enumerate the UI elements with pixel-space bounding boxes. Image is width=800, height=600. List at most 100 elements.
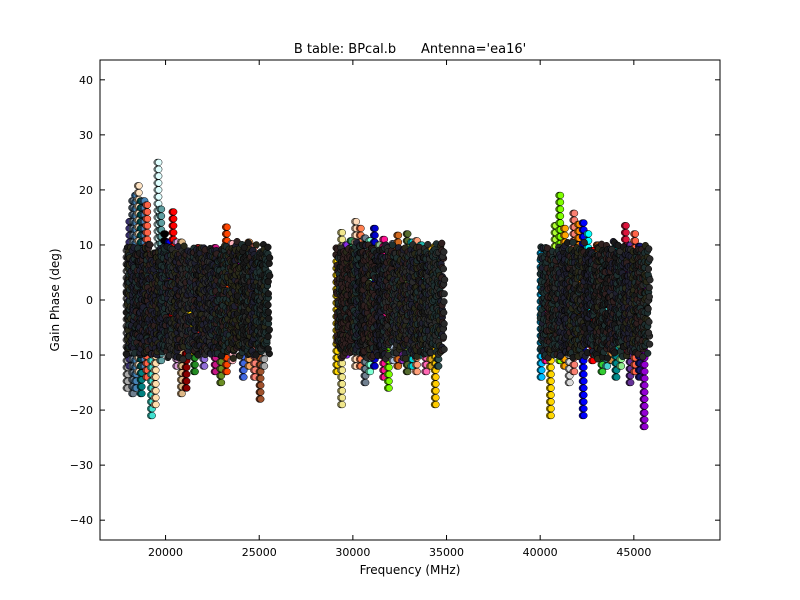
- data-point: [385, 384, 393, 392]
- data-point: [223, 223, 231, 231]
- data-point: [617, 362, 626, 370]
- data-point: [183, 377, 191, 385]
- data-point: [641, 395, 649, 403]
- data-point: [144, 201, 152, 209]
- data-point: [585, 230, 593, 238]
- data-point: [170, 222, 178, 230]
- data-point: [357, 224, 365, 232]
- data-point: [580, 370, 588, 378]
- data-point: [622, 222, 630, 230]
- data-point: [571, 209, 579, 217]
- data-point: [371, 362, 379, 370]
- data-point: [144, 229, 152, 237]
- data-point: [404, 230, 412, 238]
- data-point: [627, 379, 635, 387]
- data-point: [146, 241, 154, 249]
- data-point: [158, 205, 166, 213]
- data-point: [183, 384, 191, 392]
- data-point: [170, 208, 178, 216]
- data-point: [191, 361, 199, 369]
- data-point: [261, 355, 269, 363]
- data-point: [144, 215, 152, 223]
- data-point: [538, 366, 546, 374]
- data-point: [547, 384, 555, 392]
- data-point: [547, 398, 555, 406]
- data-point: [571, 368, 579, 376]
- data-point: [413, 368, 421, 376]
- data-point: [580, 398, 588, 406]
- data-point: [257, 395, 265, 403]
- data-point: [338, 373, 346, 381]
- data-point: [547, 405, 555, 413]
- data-point: [641, 374, 649, 382]
- data-point: [395, 231, 403, 239]
- data-point: [571, 361, 579, 369]
- data-point: [561, 231, 569, 239]
- data-point: [338, 366, 346, 374]
- data-point: [223, 230, 231, 238]
- data-point: [371, 224, 379, 232]
- data-point: [566, 379, 574, 387]
- data-point: [547, 377, 555, 385]
- data-point: [641, 381, 649, 389]
- data-point: [183, 363, 191, 371]
- data-point: [385, 363, 393, 371]
- data-point: [223, 368, 231, 376]
- data-point: [338, 401, 346, 409]
- data-point: [138, 390, 146, 398]
- data-point: [338, 387, 346, 395]
- data-point: [261, 362, 269, 370]
- data-point: [557, 205, 565, 213]
- data-point: [138, 383, 146, 391]
- data-point: [158, 357, 166, 365]
- data-point: [155, 186, 163, 194]
- data-point: [580, 219, 588, 227]
- data-point: [547, 363, 555, 371]
- data-point: [152, 401, 160, 409]
- data-point: [631, 230, 640, 238]
- data-point: [641, 416, 649, 424]
- data-point: [152, 394, 160, 402]
- data-point: [155, 172, 163, 180]
- data-point: [257, 374, 265, 382]
- data-point: [257, 388, 265, 396]
- data-point: [362, 379, 370, 387]
- data-point: [178, 390, 186, 398]
- data-point: [158, 212, 166, 220]
- data-point: [547, 370, 555, 378]
- data-point: [338, 394, 346, 402]
- data-point: [580, 405, 588, 413]
- data-point: [432, 373, 440, 381]
- data-points: [122, 158, 654, 431]
- data-point: [432, 380, 440, 388]
- data-point: [155, 165, 163, 173]
- data-point: [435, 362, 443, 370]
- data-point: [557, 212, 565, 220]
- data-point: [155, 179, 163, 187]
- data-point: [144, 208, 152, 216]
- data-point: [135, 189, 143, 197]
- data-point: [413, 361, 421, 369]
- data-point: [155, 158, 163, 166]
- data-point: [144, 222, 152, 230]
- data-point: [161, 230, 169, 238]
- data-point: [371, 231, 379, 239]
- data-point: [152, 380, 160, 388]
- data-point: [547, 391, 555, 399]
- data-point: [613, 373, 621, 381]
- data-point: [385, 370, 393, 378]
- data-point: [580, 412, 588, 420]
- data-point: [557, 198, 565, 206]
- data-point: [257, 381, 265, 389]
- data-point: [170, 215, 178, 223]
- data-point: [622, 229, 630, 237]
- data-point: [148, 412, 156, 420]
- data-point: [352, 218, 360, 226]
- data-point: [580, 363, 588, 371]
- data-point: [641, 368, 649, 376]
- data-point: [580, 377, 588, 385]
- data-point: [561, 224, 569, 232]
- chart-title: B table: BPcal.b Antenna='ea16': [294, 42, 526, 57]
- data-point: [158, 219, 166, 227]
